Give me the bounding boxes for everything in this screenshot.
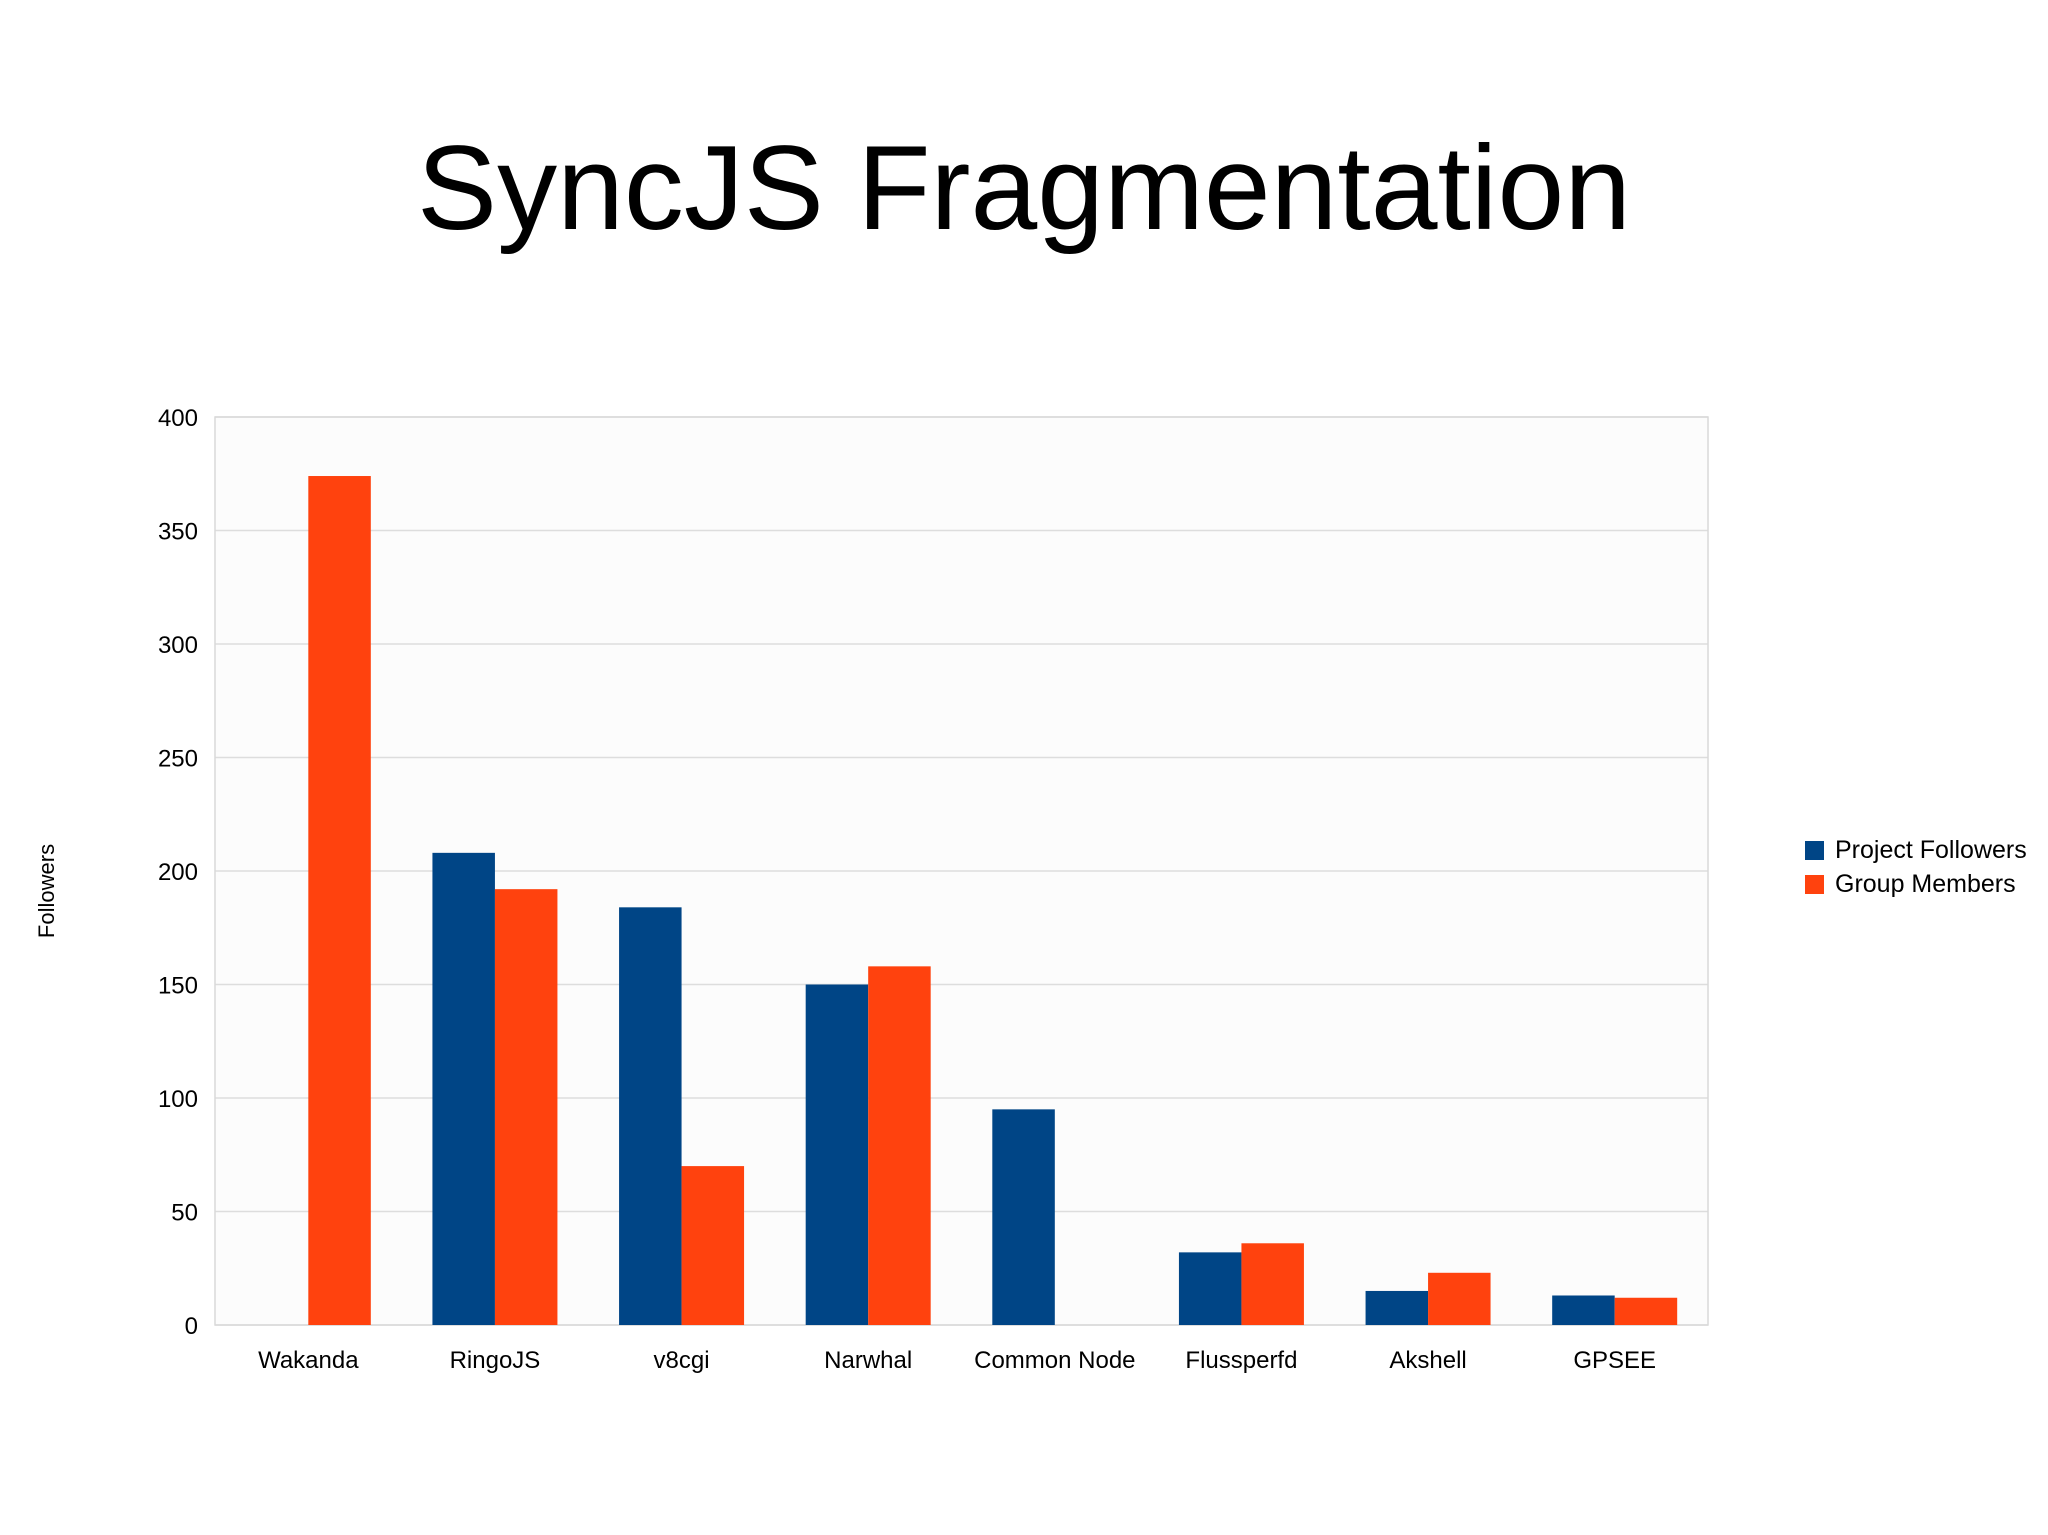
x-tick-label-gpsee: GPSEE <box>1573 1347 1656 1374</box>
plot-area <box>214 416 1709 1326</box>
bar-project-followers-narwhal <box>805 984 869 1325</box>
legend-swatch-group-members <box>1805 874 1824 894</box>
legend-item-group-members: Group Members <box>1805 867 2027 901</box>
bar-project-followers-flussperfd <box>1178 1252 1242 1325</box>
y-tick-label-100: 100 <box>158 1086 198 1113</box>
slide-title: SyncJS Fragmentation <box>417 121 1631 255</box>
bar-group-members-akshell <box>1428 1272 1491 1325</box>
y-tick-label-250: 250 <box>158 746 198 773</box>
y-tick-label-300: 300 <box>158 632 198 659</box>
y-tick-label-400: 400 <box>158 405 198 432</box>
bar-project-followers-common-node <box>992 1109 1055 1325</box>
x-tick-label-ringojs: RingoJS <box>450 1347 541 1374</box>
bar-project-followers-gpsee <box>1552 1295 1615 1325</box>
x-tick-label-wakanda: Wakanda <box>258 1347 359 1374</box>
bar-group-members-narwhal <box>868 966 931 1325</box>
y-tick-label-200: 200 <box>158 859 198 886</box>
x-tick-label-akshell: Akshell <box>1389 1347 1466 1374</box>
x-tick-label-v8cgi: v8cgi <box>654 1347 710 1374</box>
y-tick-label-50: 50 <box>171 1200 198 1227</box>
legend-item-project-followers: Project Followers <box>1805 833 2027 867</box>
bar-project-followers-ringojs <box>432 852 495 1325</box>
y-axis-ticks: 0 50 100 150 200 250 300 350 400 <box>158 405 198 1340</box>
legend-label-project-followers: Project Followers <box>1835 835 2027 864</box>
legend-swatch-project-followers <box>1805 840 1824 860</box>
bar-group-members-v8cgi <box>681 1166 745 1325</box>
bar-group-members-wakanda <box>308 476 371 1325</box>
bar-group-members-ringojs <box>494 889 558 1325</box>
bar-project-followers-akshell <box>1365 1290 1429 1325</box>
x-tick-label-common-node: Common Node <box>974 1347 1135 1374</box>
bars <box>308 476 1678 1325</box>
y-tick-label-0: 0 <box>185 1313 198 1340</box>
bar-group-members-gpsee <box>1614 1297 1678 1325</box>
x-tick-label-narwhal: Narwhal <box>824 1347 912 1374</box>
y-tick-label-350: 350 <box>158 519 198 546</box>
x-tick-label-flussperfd: Flussperfd <box>1185 1347 1297 1374</box>
bar-group-members-flussperfd <box>1241 1243 1304 1325</box>
legend-label-group-members: Group Members <box>1835 869 2016 898</box>
x-axis-ticks: Wakanda RingoJS v8cgi Narwhal Common Node Flu… <box>258 1347 1656 1374</box>
chart-legend: Project Followers Group Members <box>1805 833 2027 901</box>
y-tick-label-150: 150 <box>158 973 198 1000</box>
bar-project-followers-v8cgi <box>619 907 682 1325</box>
